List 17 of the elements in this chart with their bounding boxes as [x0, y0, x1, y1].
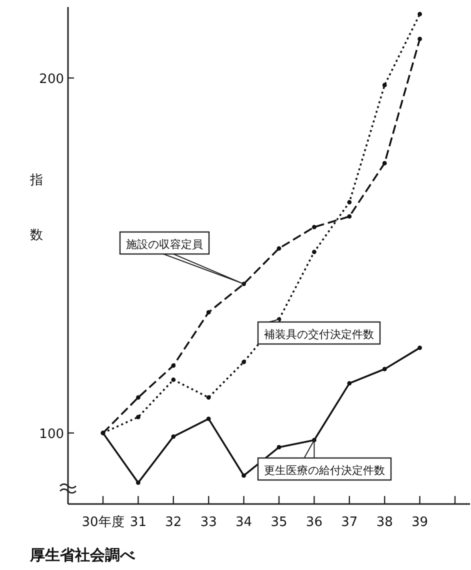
x-tick-label: 38 [376, 515, 393, 530]
annotation: 更生医療の給付決定件数 [264, 464, 385, 477]
annotation: 補装具の交付決定件数 [264, 328, 374, 341]
x-tick-label: 37 [341, 515, 358, 530]
x-tick-label: 30年度 [82, 514, 124, 530]
x-tick-label: 31 [130, 515, 146, 530]
annotation: 施設の収容定員 [126, 238, 203, 251]
x-tick-label: 36 [306, 515, 322, 530]
y-tick-label: 200 [39, 72, 64, 87]
x-tick-label: 35 [270, 515, 288, 530]
x-tick-label: 32 [165, 515, 182, 530]
x-tick-label: 39 [412, 515, 428, 530]
y-axis-title: 指数 [28, 162, 44, 274]
y-tick-label: 100 [39, 427, 64, 442]
x-tick-label: 34 [236, 515, 252, 530]
text: 厚生省社会調べ [29, 546, 136, 564]
x-tick-label: 33 [200, 515, 217, 530]
